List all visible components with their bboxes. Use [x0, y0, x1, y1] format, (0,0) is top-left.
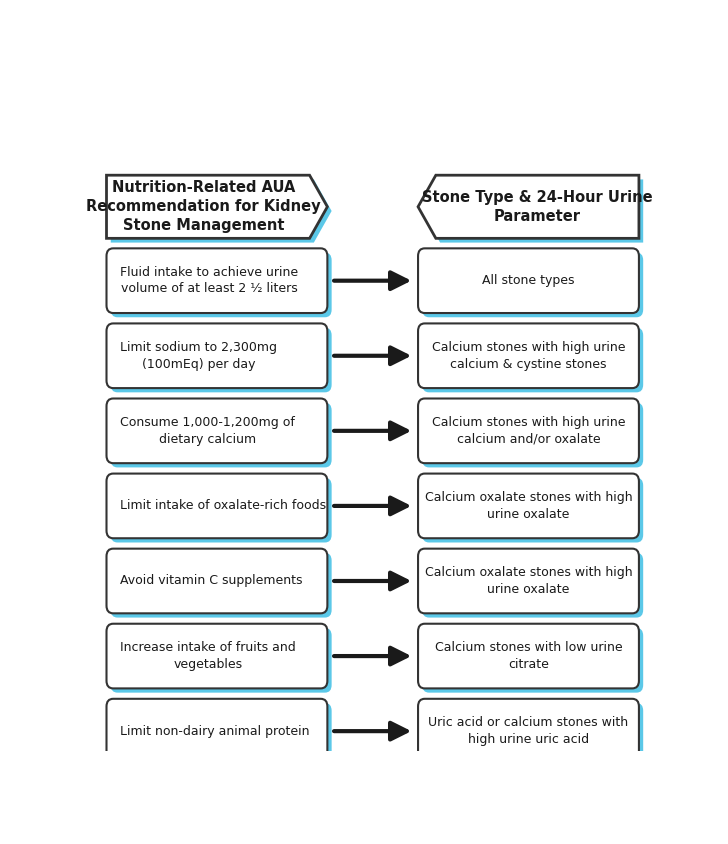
Polygon shape — [111, 180, 332, 242]
Text: Uric acid or calcium stones with
high urine uric acid: Uric acid or calcium stones with high ur… — [428, 717, 628, 746]
Polygon shape — [106, 176, 328, 238]
FancyBboxPatch shape — [418, 473, 639, 538]
FancyBboxPatch shape — [418, 549, 639, 614]
FancyBboxPatch shape — [111, 327, 332, 392]
FancyBboxPatch shape — [111, 478, 332, 543]
FancyBboxPatch shape — [106, 624, 328, 689]
FancyBboxPatch shape — [106, 398, 328, 463]
Text: Stone Type & 24-Hour Urine
Parameter: Stone Type & 24-Hour Urine Parameter — [422, 190, 653, 224]
FancyBboxPatch shape — [106, 323, 328, 388]
FancyBboxPatch shape — [106, 549, 328, 614]
Text: Calcium stones with high urine
calcium and/or oxalate: Calcium stones with high urine calcium a… — [432, 416, 625, 446]
Text: Limit sodium to 2,300mg
(100mEq) per day: Limit sodium to 2,300mg (100mEq) per day — [120, 341, 277, 371]
FancyBboxPatch shape — [422, 478, 643, 543]
FancyBboxPatch shape — [422, 403, 643, 468]
FancyBboxPatch shape — [111, 252, 332, 317]
Text: Avoid vitamin C supplements: Avoid vitamin C supplements — [120, 575, 303, 587]
FancyBboxPatch shape — [106, 473, 328, 538]
FancyBboxPatch shape — [422, 327, 643, 392]
FancyBboxPatch shape — [422, 703, 643, 768]
Text: Limit non-dairy animal protein: Limit non-dairy animal protein — [120, 725, 310, 738]
Text: Limit intake of oxalate-rich foods: Limit intake of oxalate-rich foods — [120, 500, 327, 512]
FancyBboxPatch shape — [422, 628, 643, 693]
Text: Fluid intake to achieve urine
volume of at least 2 ½ liters: Fluid intake to achieve urine volume of … — [120, 266, 298, 295]
Polygon shape — [418, 176, 639, 238]
Text: Calcium stones with low urine
citrate: Calcium stones with low urine citrate — [435, 641, 622, 671]
Text: Increase intake of fruits and
vegetables: Increase intake of fruits and vegetables — [120, 641, 296, 671]
Text: Calcium oxalate stones with high
urine oxalate: Calcium oxalate stones with high urine o… — [424, 566, 633, 596]
FancyBboxPatch shape — [422, 553, 643, 618]
FancyBboxPatch shape — [111, 403, 332, 468]
FancyBboxPatch shape — [111, 553, 332, 618]
Text: Nutrition-Related AUA
Recommendation for Kidney
Stone Management: Nutrition-Related AUA Recommendation for… — [87, 180, 321, 234]
FancyBboxPatch shape — [111, 628, 332, 693]
FancyBboxPatch shape — [106, 248, 328, 313]
Text: Calcium stones with high urine
calcium & cystine stones: Calcium stones with high urine calcium &… — [432, 341, 625, 371]
Polygon shape — [422, 180, 643, 242]
FancyBboxPatch shape — [422, 252, 643, 317]
Text: Consume 1,000-1,200mg of
dietary calcium: Consume 1,000-1,200mg of dietary calcium — [120, 416, 296, 446]
FancyBboxPatch shape — [418, 624, 639, 689]
FancyBboxPatch shape — [418, 323, 639, 388]
FancyBboxPatch shape — [111, 703, 332, 768]
FancyBboxPatch shape — [106, 699, 328, 764]
FancyBboxPatch shape — [418, 699, 639, 764]
FancyBboxPatch shape — [418, 248, 639, 313]
Text: All stone types: All stone types — [482, 274, 574, 287]
FancyBboxPatch shape — [418, 398, 639, 463]
Text: Calcium oxalate stones with high
urine oxalate: Calcium oxalate stones with high urine o… — [424, 491, 633, 521]
